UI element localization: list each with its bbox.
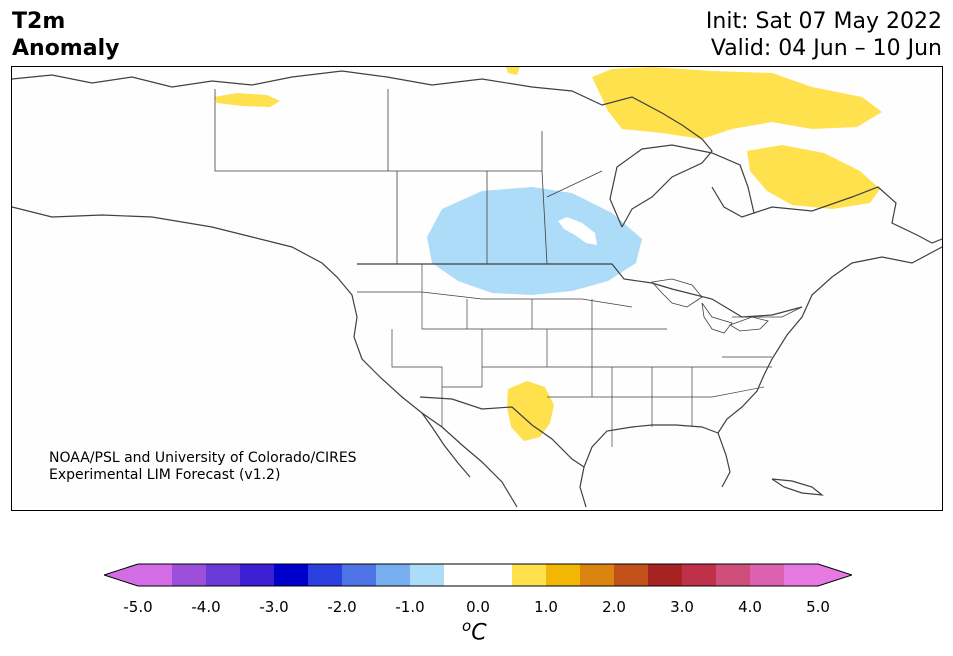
unit-label: C [471,620,487,646]
hudson-bay-outline [609,144,755,228]
us-state-borders [357,264,803,447]
colorbar-tick-label: 3.0 [670,598,694,616]
warm-anomaly-arctic-islands [592,67,882,139]
colorbar-segment [172,564,207,586]
title-line-2: Anomaly [12,36,120,61]
cool-anomaly-regions [427,187,642,295]
colorbar-segment [546,564,581,586]
init-date: Init: Sat 07 May 2022 [705,9,942,34]
us-mexico-border [419,396,585,468]
colorbar-segment [376,564,411,586]
colorbar-ticks: -5.0 -4.0 -3.0 -2.0 -1.0 0.0 1.0 2.0 3.0 4.0 5.0 [0,598,953,618]
colorbar-tick-label: -5.0 [123,598,153,616]
baja-peninsula [421,412,471,478]
colorbar-segment [342,564,377,586]
great-lakes [651,278,769,334]
colorbar-segment [750,564,785,586]
colorbar-segment [512,564,547,586]
pacific-coast [12,206,518,508]
gulf-coast [579,424,719,508]
colorbar-segment [716,564,751,586]
cuba-outline [771,478,824,496]
colorbar-segment [444,564,479,586]
colorbar-segment [478,564,513,586]
colorbar [102,562,854,592]
warm-anomaly-nw-canada [214,93,280,107]
valid-date: Valid: 04 Jun – 10 Jun [710,36,942,61]
colorbar-segment [648,564,683,586]
colorbar-segment [410,564,445,586]
credit-text: NOAA/PSL and University of Colorado/CIRE… [49,450,357,484]
credit-line-1: NOAA/PSL and University of Colorado/CIRE… [49,450,357,466]
colorbar-segment [614,564,649,586]
warm-anomaly-regions [214,67,882,441]
labrador-coast [753,186,942,244]
colorbar-segment [206,564,241,586]
unit-degree: o [462,617,472,635]
title-line-1: T2m [12,9,66,34]
warm-anomaly-baffin-top [506,67,520,75]
colorbar-tick-label: 1.0 [534,598,558,616]
coastlines-and-borders [12,70,942,508]
forecast-dates: Init: Sat 07 May 2022 Valid: 04 Jun – 10… [706,8,942,62]
atlantic-coast [717,246,942,488]
colorbar-tick-label: -4.0 [191,598,221,616]
colorbar-tick-label: -3.0 [259,598,289,616]
map-title: T2m Anomaly [12,8,119,62]
colorbar-segment [784,564,819,586]
north-arctic-coast [12,70,713,228]
credit-line-2: Experimental LIM Forecast (v1.2) [49,467,281,483]
colorbar-tick-label: -2.0 [327,598,357,616]
map-panel [11,66,943,511]
map-canvas [12,67,942,508]
colorbar-segment [580,564,615,586]
colorbar-segment [274,564,309,586]
colorbar-tick-label: 4.0 [738,598,762,616]
canadian-province-borders [214,89,603,265]
us-canada-border [357,263,803,318]
lake-winnipeg-gap [558,217,597,245]
colorbar-segment [240,564,275,586]
colorbar-over-arrow [818,564,852,586]
colorbar-segment [682,564,717,586]
colorbar-segment [308,564,343,586]
colorbar-tick-label: -1.0 [395,598,425,616]
colorbar-segment [138,564,173,586]
warm-anomaly-southwest [507,381,554,441]
colorbar-under-arrow [104,564,138,586]
warm-anomaly-hudson-east [747,145,880,209]
colorbar-tick-label: 5.0 [806,598,830,616]
cool-anomaly-northern-plains [427,187,642,295]
colorbar-tick-label: 2.0 [602,598,626,616]
colorbar-tick-label: 0.0 [466,598,490,616]
colorbar-unit: oC [462,617,487,645]
colorbar-svg [102,563,854,587]
